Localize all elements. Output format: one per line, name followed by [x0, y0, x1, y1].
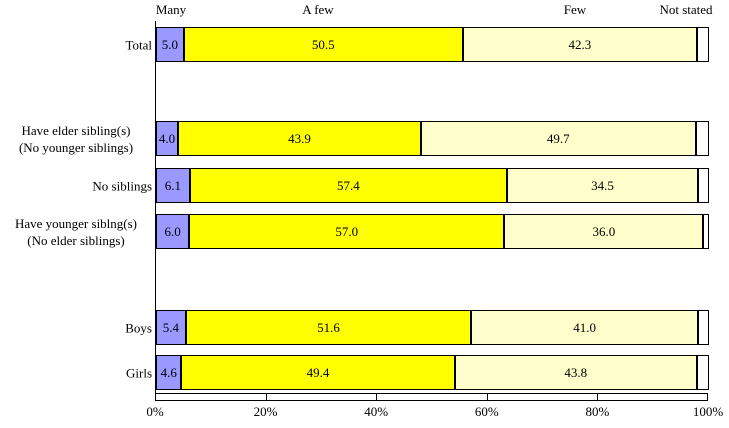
segment-value-label: 57.0: [335, 224, 359, 239]
bar-segment-many: 5.4: [156, 310, 186, 345]
axis-tick: [596, 394, 598, 400]
x-tick-label: 0%: [146, 404, 164, 419]
bar-segment-a-few: 49.4: [181, 355, 455, 390]
bar-segment-few: 41.0: [471, 310, 698, 345]
bar-segment-a-few: 43.9: [178, 121, 421, 156]
segment-value-label: 51.6: [317, 320, 340, 335]
bar-segment-not-stated: [696, 355, 709, 390]
bar-segment-not-stated: [697, 310, 709, 345]
segment-value-label: 43.9: [288, 131, 311, 146]
bar-segment-many: 4.0: [156, 121, 179, 156]
x-tick-label: 60%: [474, 404, 499, 419]
segment-value-label: 5.0: [161, 37, 178, 52]
bar-row: 6.0 57.0 36.0: [156, 214, 709, 249]
series-header-a-few: A few: [302, 2, 334, 17]
x-tick-label: 20%: [253, 404, 278, 419]
bar-row: 4.6 49.4 43.8: [156, 355, 709, 390]
x-tick-label: 40%: [364, 404, 389, 419]
segment-value-label: 4.6: [160, 365, 177, 380]
category-label: Total: [125, 37, 152, 52]
series-header-many: Many: [155, 2, 187, 17]
category-label: Boys: [125, 320, 152, 335]
bar-segment-few: 42.3: [462, 27, 697, 62]
bar-segment-not-stated: [695, 121, 709, 156]
axis-tick: [376, 394, 378, 400]
bar-row: 6.1 57.4 34.5: [156, 168, 709, 203]
bar-segment-few: 36.0: [504, 214, 704, 249]
axis-tick: [266, 394, 268, 400]
bar-segment-not-stated: [696, 27, 709, 62]
segment-value-label: 41.0: [573, 320, 596, 335]
bar-segment-few: 49.7: [420, 121, 696, 156]
bar-segment-not-stated: [697, 168, 709, 203]
series-header-not-stated: Not stated: [659, 2, 713, 17]
category-label: Have elder sibling(s) (No younger sibling…: [18, 122, 134, 155]
bar-segment-many: 6.0: [156, 214, 190, 249]
category-label: Have younger siblng(s) (No elder siblings…: [14, 215, 138, 248]
bar-segment-few: 43.8: [454, 355, 697, 390]
x-axis-line: [155, 393, 708, 401]
category-label: Girls: [126, 365, 152, 380]
bar-segment-a-few: 51.6: [185, 310, 472, 345]
bar-row: 5.0 50.5 42.3: [156, 27, 709, 62]
bar-row: 4.0 43.9 49.7: [156, 121, 709, 156]
segment-value-label: 36.0: [592, 224, 616, 239]
x-tick-label: 100%: [692, 404, 724, 419]
segment-value-label: 49.7: [546, 131, 570, 146]
segment-value-label: 42.3: [568, 37, 592, 52]
x-tick-label: 80%: [585, 404, 610, 419]
segment-value-label: 4.0: [158, 131, 176, 146]
bar-segment-many: 6.1: [156, 168, 190, 203]
segment-value-label: 6.0: [164, 224, 181, 239]
segment-value-label: 57.4: [337, 178, 360, 193]
bar-row: 5.4 51.6 41.0: [156, 310, 709, 345]
segment-value-label: 34.5: [591, 178, 614, 193]
bar-segment-a-few: 57.0: [189, 214, 505, 249]
bar-segment-few: 34.5: [507, 168, 698, 203]
category-label: No siblings: [92, 178, 152, 193]
bar-segment-a-few: 57.4: [189, 168, 508, 203]
segment-value-label: 43.8: [564, 365, 588, 380]
bar-segment-not-stated: [703, 214, 709, 249]
segment-value-label: 5.4: [162, 320, 180, 335]
series-header-few: Few: [563, 2, 587, 17]
segment-value-label: 50.5: [311, 37, 335, 52]
bar-segment-many: 4.6: [156, 355, 182, 390]
axis-tick: [486, 394, 488, 400]
plot-area: 5.0 50.5 42.3 4.0 43.9 49.7 6.1 57.4 34.5 6.0 57.0…: [155, 21, 709, 393]
bar-segment-a-few: 50.5: [183, 27, 463, 62]
segment-value-label: 49.4: [306, 365, 330, 380]
segment-value-label: 6.1: [164, 178, 181, 193]
bar-segment-many: 5.0: [156, 27, 184, 62]
